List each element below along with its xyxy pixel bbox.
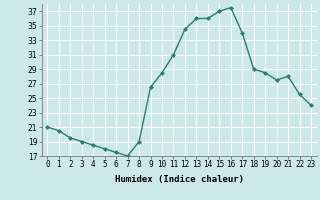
- X-axis label: Humidex (Indice chaleur): Humidex (Indice chaleur): [115, 175, 244, 184]
